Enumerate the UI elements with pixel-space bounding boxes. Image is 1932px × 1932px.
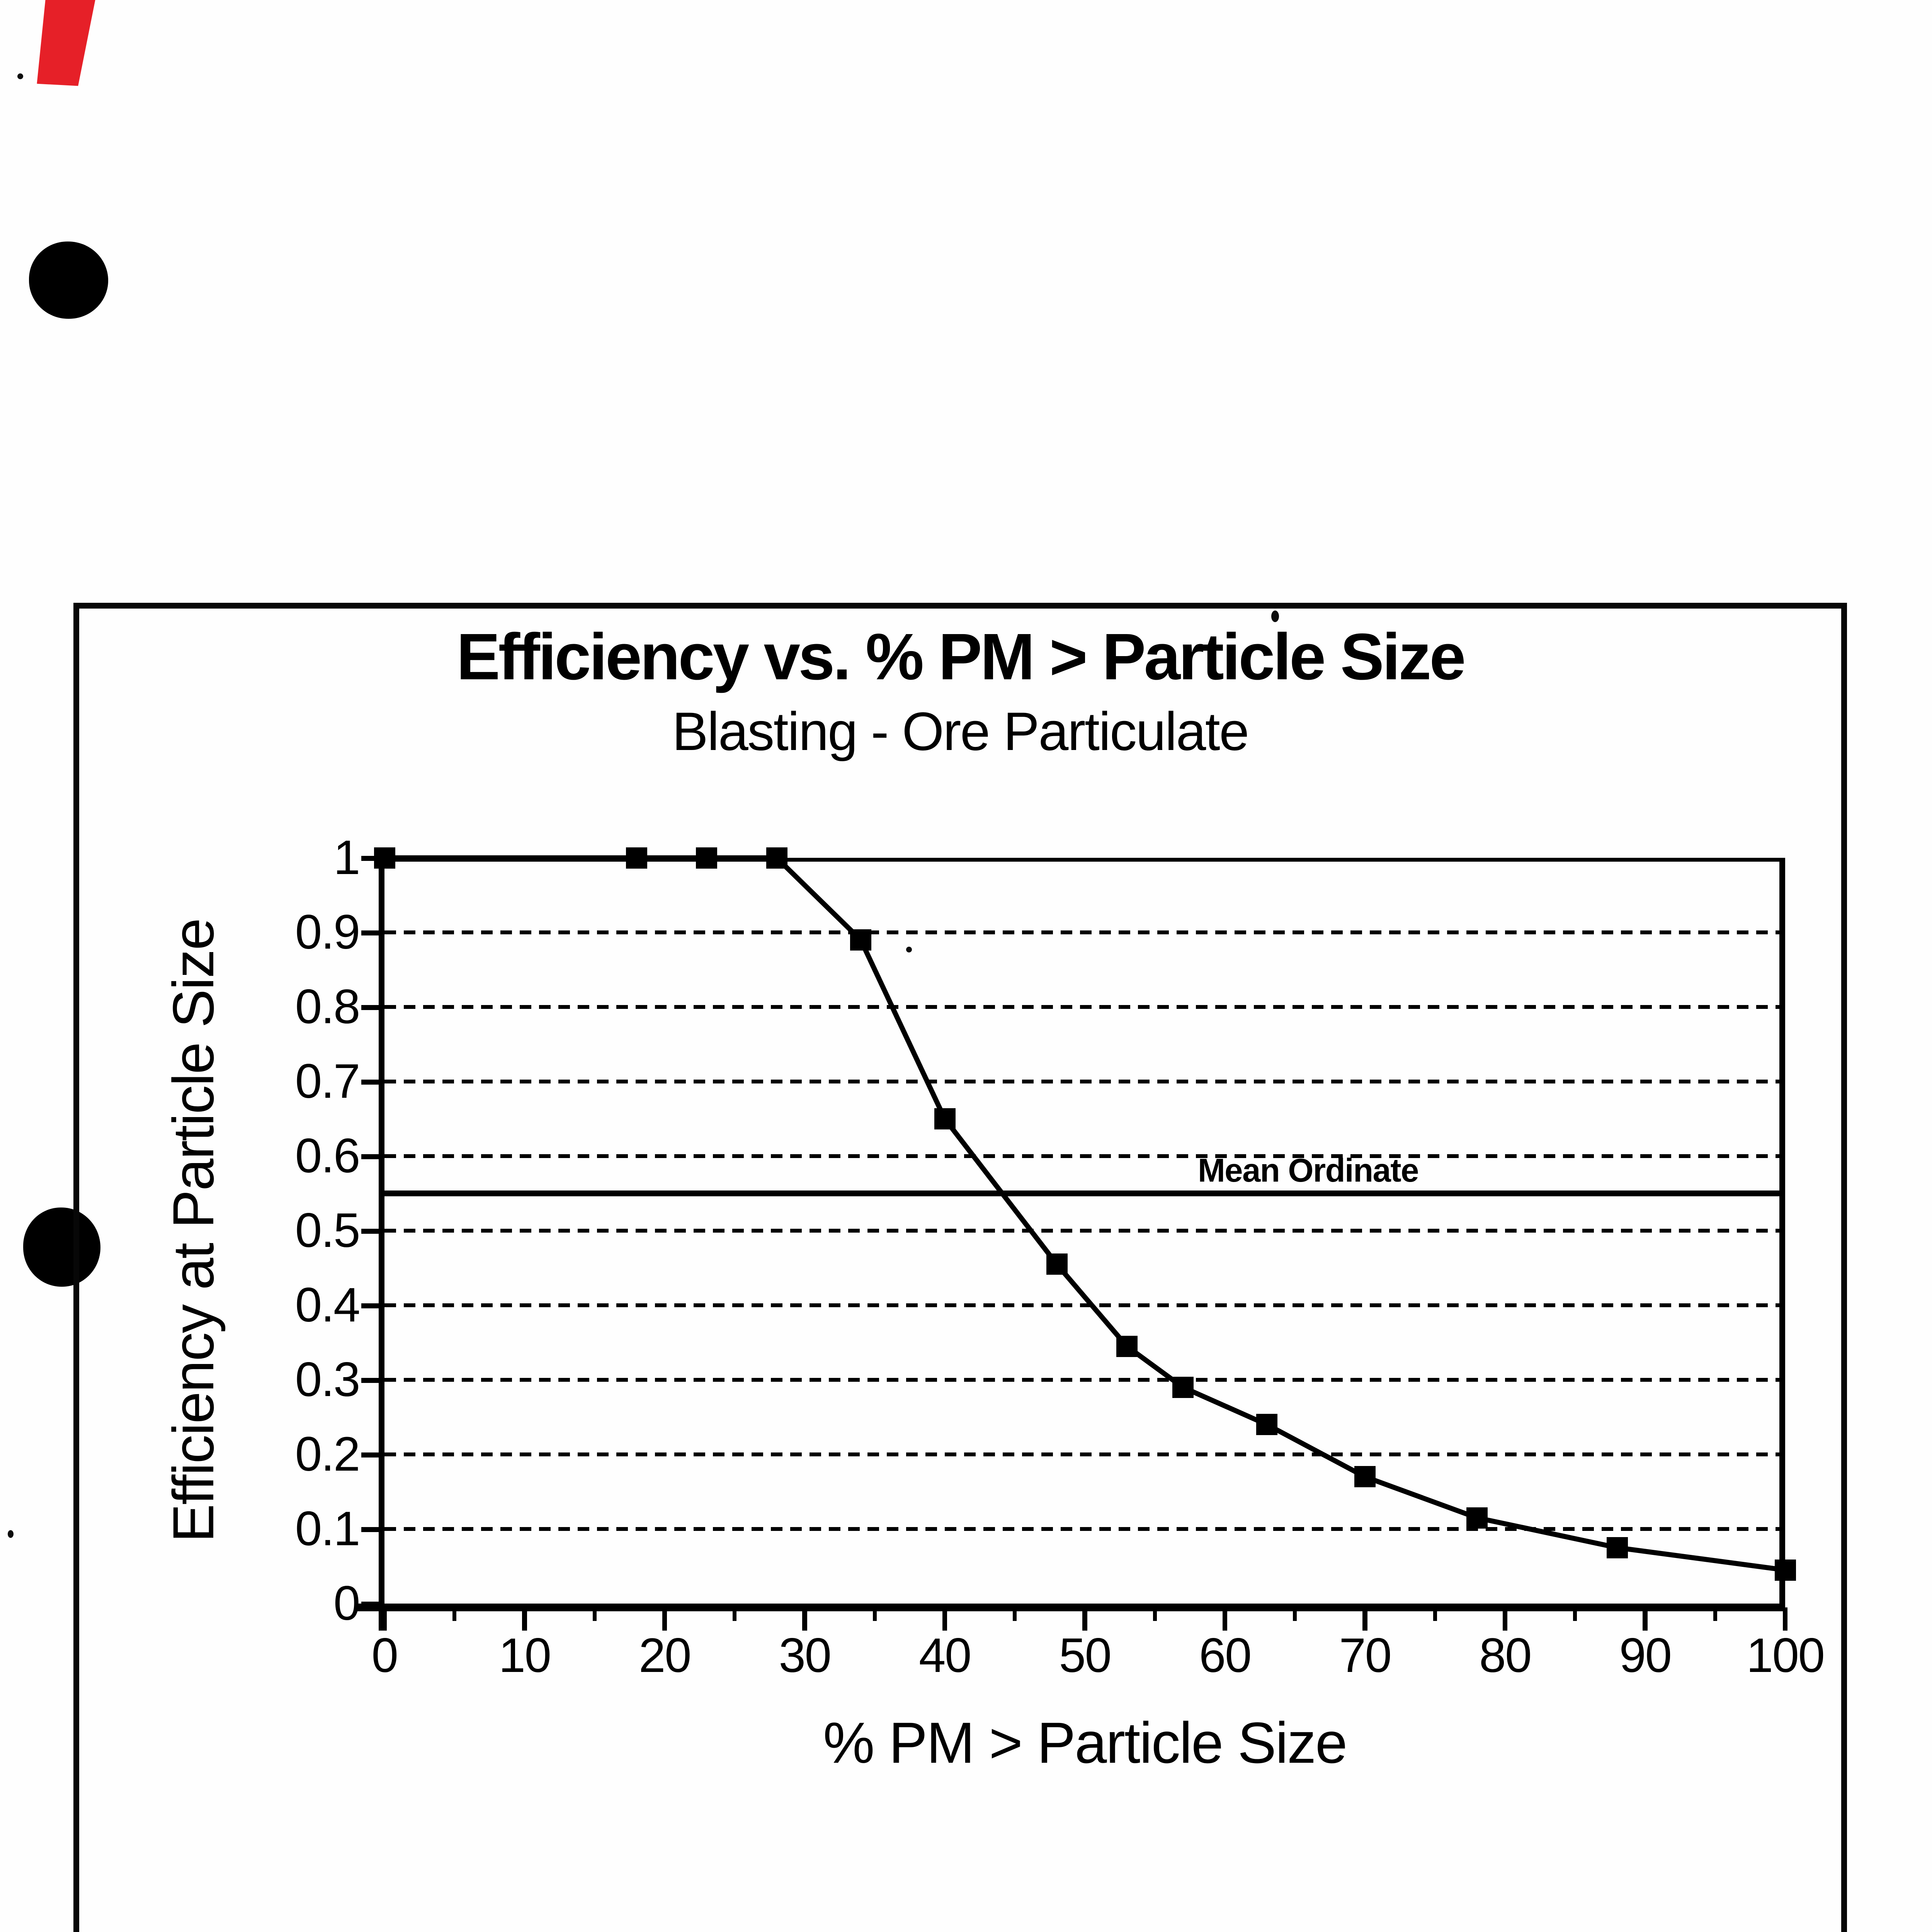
data-point-marker	[1354, 1466, 1376, 1488]
plot-area	[374, 847, 1796, 1604]
gridline-y-0.3	[384, 1378, 1785, 1382]
x-tick-mark-100	[1782, 1607, 1788, 1631]
x-tick-label-70: 70	[1339, 1629, 1392, 1682]
x-tick-mark-30	[802, 1607, 807, 1631]
mean-ordinate-line	[384, 1190, 1785, 1196]
data-point-marker	[626, 847, 647, 869]
x-minor-tick-5	[452, 1607, 457, 1621]
data-point-marker	[1046, 1253, 1068, 1275]
data-point-marker	[766, 847, 787, 869]
data-point-marker	[1116, 1335, 1138, 1357]
x-tick-label-90: 90	[1619, 1629, 1672, 1682]
y-tick-label-0.6: 0.6	[295, 1129, 361, 1183]
x-minor-tick-55	[1153, 1607, 1157, 1621]
y-tick-label-0.7: 0.7	[295, 1054, 361, 1108]
x-tick-label-50: 50	[1059, 1629, 1112, 1682]
y-tick-label-0.5: 0.5	[295, 1204, 361, 1257]
gridline-y-0.7	[384, 1080, 1785, 1083]
y-tick-label-0.1: 0.1	[295, 1502, 361, 1556]
gridline-y-0.8	[384, 1005, 1785, 1009]
x-tick-mark-0	[382, 1607, 387, 1631]
y-tick-label-0.2: 0.2	[295, 1427, 361, 1481]
y-tick-mark-0.7	[361, 1080, 384, 1085]
x-tick-label-100: 100	[1746, 1629, 1825, 1682]
hole-punch-middle	[23, 1208, 100, 1287]
x-minor-tick-15	[592, 1607, 597, 1621]
x-axis-line	[357, 1604, 1785, 1611]
x-minor-tick-35	[872, 1607, 877, 1621]
x-tick-label-10: 10	[498, 1629, 551, 1682]
data-point-marker	[1256, 1414, 1278, 1435]
data-point-marker	[1172, 1376, 1194, 1398]
gridline-y-0.5	[384, 1229, 1785, 1233]
gridline-y-0.9	[384, 930, 1785, 934]
x-tick-mark-90	[1643, 1607, 1648, 1631]
x-tick-label-20: 20	[638, 1629, 692, 1682]
data-point-marker	[1606, 1537, 1628, 1558]
gridline-y-0.4	[384, 1303, 1785, 1307]
y-tick-label-0.3: 0.3	[295, 1353, 361, 1406]
x-tick-mark-40	[942, 1607, 947, 1631]
chart-border-frame	[73, 603, 1847, 1932]
y-tick-label-0.8: 0.8	[295, 980, 361, 1034]
y-tick-label-0.9: 0.9	[295, 905, 361, 959]
x-minor-tick-25	[733, 1607, 737, 1621]
y-tick-mark-0	[361, 1602, 384, 1607]
x-tick-label-40: 40	[918, 1629, 972, 1682]
y-tick-label-0: 0	[333, 1577, 361, 1630]
x-tick-mark-80	[1502, 1607, 1508, 1631]
gridline-y-0.2	[384, 1452, 1785, 1456]
red-corner-scan-mark	[35, 0, 96, 90]
y-tick-mark-0.9	[361, 930, 384, 935]
series-line-svg	[384, 855, 1786, 1573]
y-tick-mark-0.5	[361, 1229, 384, 1234]
x-tick-label-60: 60	[1199, 1629, 1252, 1682]
data-point-marker	[1774, 1559, 1796, 1581]
x-tick-label-80: 80	[1479, 1629, 1532, 1682]
x-minor-tick-75	[1433, 1607, 1437, 1621]
scan-speck	[906, 947, 912, 952]
y-tick-mark-1	[361, 856, 384, 861]
x-minor-tick-85	[1573, 1607, 1577, 1621]
x-tick-label-30: 30	[779, 1629, 832, 1682]
x-axis-title: % PM > Particle Size	[823, 1710, 1347, 1775]
data-point-marker	[934, 1108, 956, 1129]
x-tick-mark-60	[1222, 1607, 1228, 1631]
hole-punch-top	[29, 242, 108, 319]
plot-top-border	[384, 858, 1785, 862]
chart-subtitle: Blasting - Ore Particulate	[672, 701, 1249, 762]
data-point-marker	[696, 847, 718, 869]
efficiency-series-line	[384, 855, 1786, 1573]
gridline-y-0.6	[384, 1154, 1785, 1158]
mean-ordinate-label: Mean Ordinate	[1198, 1152, 1419, 1189]
gridline-y-0.1	[384, 1527, 1785, 1531]
y-axis-line	[379, 858, 384, 1631]
y-tick-label-0.4: 0.4	[295, 1278, 361, 1332]
scan-speck	[8, 1530, 14, 1538]
y-tick-mark-0.6	[361, 1154, 384, 1159]
x-tick-mark-20	[662, 1607, 667, 1631]
y-tick-mark-0.2	[361, 1452, 384, 1458]
x-tick-mark-10	[522, 1607, 527, 1631]
y-tick-mark-0.4	[361, 1303, 384, 1308]
data-point-marker	[1466, 1507, 1488, 1529]
scan-speck	[1271, 611, 1279, 622]
x-minor-tick-45	[1013, 1607, 1017, 1621]
x-minor-tick-95	[1713, 1607, 1717, 1621]
y-axis-title: Efficiency at Particle Size	[161, 919, 226, 1543]
data-point-marker	[850, 929, 871, 951]
scan-speck	[17, 73, 23, 79]
y-tick-label-1: 1	[333, 831, 361, 884]
x-tick-label-0: 0	[371, 1629, 398, 1682]
chart-title: Efficiency vs. % PM > Particle Size	[456, 620, 1466, 694]
y-tick-mark-0.3	[361, 1378, 384, 1383]
y-tick-mark-0.8	[361, 1005, 384, 1010]
y-tick-mark-0.1	[361, 1527, 384, 1532]
x-tick-mark-70	[1362, 1607, 1367, 1631]
x-tick-mark-50	[1082, 1607, 1087, 1631]
x-minor-tick-65	[1293, 1607, 1297, 1621]
